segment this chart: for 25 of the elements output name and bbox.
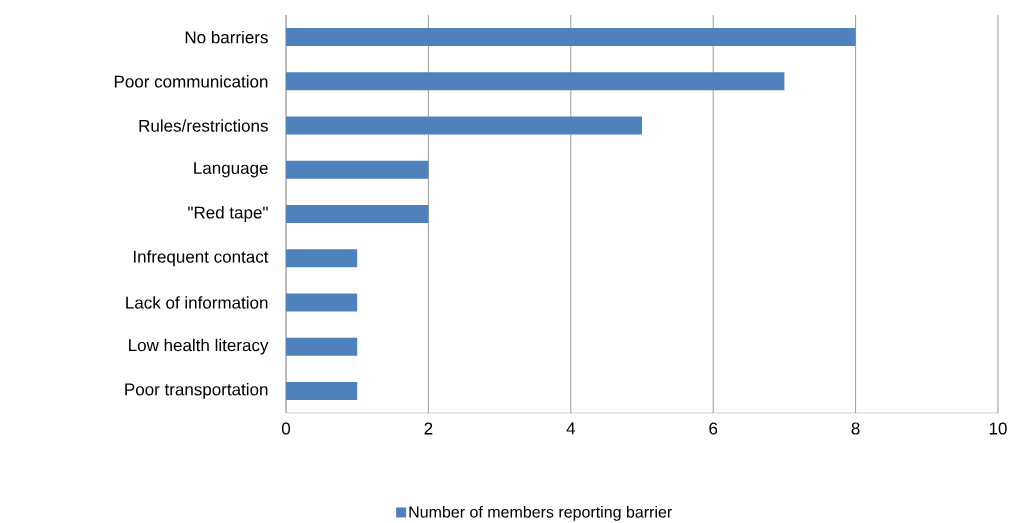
y-tick-label: Rules/restrictions — [139, 119, 268, 132]
bar — [286, 381, 358, 400]
x-tick-label: 0 — [281, 422, 291, 435]
x-tick-label: 10 — [989, 422, 1007, 435]
bar — [286, 337, 358, 356]
bar — [286, 160, 429, 179]
y-tick-label: Language — [194, 162, 268, 178]
x-tick-label: 6 — [709, 422, 718, 435]
y-tick-label: Poor communication — [114, 75, 268, 88]
y-tick-label: Poor transportation — [125, 382, 268, 399]
bar — [286, 293, 358, 312]
y-tick-label: No barriers — [185, 30, 268, 44]
x-tick-label: 4 — [566, 422, 576, 435]
bar — [286, 28, 856, 47]
bar — [286, 205, 429, 223]
x-tick-label: 2 — [424, 422, 433, 435]
y-tick-label: Lack of information — [126, 296, 268, 309]
x-tick-label: 8 — [851, 422, 860, 435]
bar — [286, 72, 785, 91]
legend-label: Number of members reporting barrier — [409, 505, 672, 521]
bar — [286, 249, 358, 268]
y-tick-label: Infrequent contact — [133, 250, 269, 267]
y-tick-label: Low health literacy — [129, 338, 269, 355]
y-tick-label: "Red tape" — [188, 206, 268, 222]
bar — [286, 116, 642, 135]
